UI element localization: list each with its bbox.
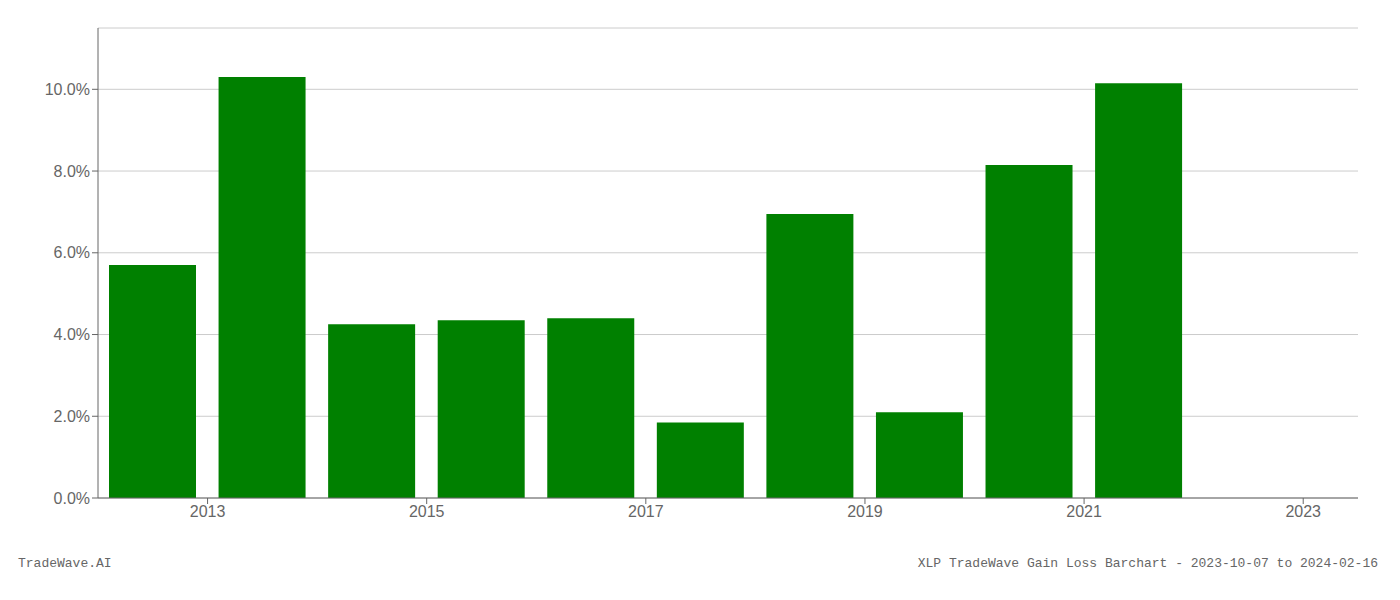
svg-text:2017: 2017 — [628, 503, 664, 520]
html-text:TradeWave.AI: TradeWave.AI — [18, 555, 112, 571]
svg-text:0.0%: 0.0% — [54, 490, 90, 507]
svg-text:8.0%: 8.0% — [54, 163, 90, 180]
svg-text:6.0%: 6.0% — [54, 244, 90, 261]
svg-text:2015: 2015 — [409, 503, 445, 520]
svg-text:4.0%: 4.0% — [54, 326, 90, 343]
svg-text:2021: 2021 — [1066, 503, 1102, 520]
html-text:XLP TradeWave Gain Loss Barcha: XLP TradeWave Gain Loss Barchart - 2023-… — [917, 555, 1378, 571]
svg-text:2.0%: 2.0% — [54, 408, 90, 425]
svg-text:10.0%: 10.0% — [45, 81, 90, 98]
svg-text:2013: 2013 — [190, 503, 226, 520]
svg-text:2019: 2019 — [847, 503, 883, 520]
svg-text:2023: 2023 — [1285, 503, 1321, 520]
